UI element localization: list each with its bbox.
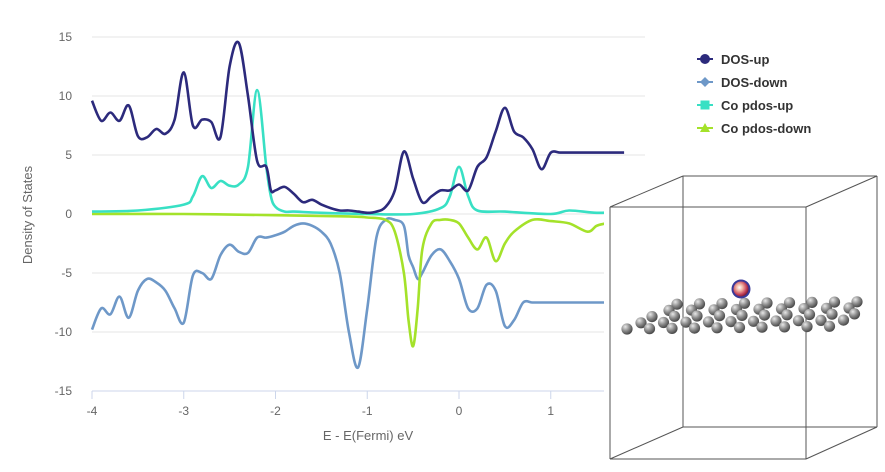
x-tick-labels: -4 -3 -2 -1 0 1 — [87, 391, 554, 418]
x-tick-label: 0 — [456, 404, 463, 418]
legend-label: DOS-down — [721, 75, 787, 90]
substrate-atom — [680, 316, 692, 328]
square-marker-icon — [700, 100, 710, 110]
substrate-atom — [806, 296, 818, 308]
substrate-atom — [691, 310, 703, 322]
substrate-atom — [693, 298, 706, 310]
substrate-atom — [738, 297, 751, 309]
substrate-atom — [828, 296, 841, 308]
substrate-atom — [668, 310, 681, 322]
x-tick-label: -1 — [362, 404, 373, 418]
legend-label: Co pdos-up — [721, 98, 793, 113]
substrate-atom — [848, 308, 861, 320]
substrate-atom — [778, 321, 791, 333]
substrate-atom — [643, 323, 656, 335]
x-tick-label: -2 — [270, 404, 281, 418]
co-adatom — [733, 281, 749, 297]
y-tick-label: 10 — [59, 89, 73, 103]
substrate-atom — [803, 308, 816, 321]
substrate-atom — [770, 315, 782, 327]
x-tick-label: -3 — [178, 404, 189, 418]
substrate-atom — [657, 316, 670, 329]
substrate-atom — [711, 322, 723, 334]
circle-marker-icon — [700, 54, 710, 64]
legend-label: Co pdos-down — [721, 121, 811, 136]
substrate-atom — [646, 311, 658, 323]
substrate-atom — [747, 315, 760, 327]
substrate-atom — [733, 321, 746, 334]
substrate-atom — [713, 310, 726, 322]
legend-item-dos-up[interactable]: DOS-up — [697, 52, 769, 67]
y-tick-label: -15 — [55, 384, 73, 398]
box-edge — [609, 426, 684, 460]
diamond-marker-icon — [700, 77, 710, 87]
y-tick-label: 0 — [65, 207, 72, 221]
series-line-dos-up — [90, 40, 625, 215]
substrate-atom — [756, 321, 768, 333]
substrate-atom — [688, 322, 701, 334]
substrate-atom — [671, 298, 683, 310]
substrate-atom — [837, 314, 850, 326]
y-tick-label: -10 — [55, 325, 73, 339]
series-line-co-pdos-up — [91, 88, 625, 216]
legend[interactable]: DOS-up DOS-down Co pdos-up Co pdos-down — [697, 52, 811, 136]
substrate-atom — [702, 316, 715, 328]
atom-layer — [621, 279, 863, 335]
series-group — [90, 40, 625, 369]
substrate-atom — [792, 315, 805, 327]
legend-label: DOS-up — [721, 52, 769, 67]
y-tick-label: 5 — [65, 148, 72, 162]
substrate-atom — [725, 316, 737, 328]
y-tick-labels: 15 10 5 0 -5 -10 -15 — [55, 30, 73, 398]
substrate-atom — [851, 296, 863, 308]
x-tick-label: 1 — [547, 404, 554, 418]
substrate-atom — [781, 309, 793, 321]
substrate-atom — [823, 320, 836, 332]
substrate-atom — [736, 309, 748, 321]
substrate-atom — [758, 309, 771, 321]
substrate-atom — [635, 317, 647, 329]
substrate-atom — [761, 297, 773, 309]
triangle-marker-icon — [700, 123, 710, 132]
box-edge — [805, 175, 878, 208]
x-axis-title: E - E(Fermi) eV — [323, 428, 414, 443]
y-tick-label: 15 — [59, 30, 73, 44]
substrate-atom — [801, 321, 813, 333]
legend-item-dos-down[interactable]: DOS-down — [697, 75, 787, 90]
unit-cell-box — [609, 175, 878, 460]
series-line-dos-down — [90, 217, 625, 369]
substrate-atom — [815, 314, 827, 326]
substrate-atom — [783, 297, 796, 309]
x-tick-label: -4 — [87, 404, 98, 418]
substrate-atom — [621, 323, 633, 335]
substrate-atom — [716, 298, 728, 310]
substrate-atom — [826, 308, 838, 320]
box-edge — [609, 175, 684, 208]
box-edge — [805, 426, 878, 460]
structure-inset — [604, 170, 885, 472]
y-axis-title: Density of States — [20, 165, 35, 264]
substrate-atom — [666, 322, 678, 334]
legend-item-co-pdos-down[interactable]: Co pdos-down — [697, 121, 811, 136]
legend-item-co-pdos-up[interactable]: Co pdos-up — [697, 98, 793, 113]
series-line-co-pdos-down — [91, 212, 625, 348]
y-tick-label: -5 — [61, 266, 72, 280]
